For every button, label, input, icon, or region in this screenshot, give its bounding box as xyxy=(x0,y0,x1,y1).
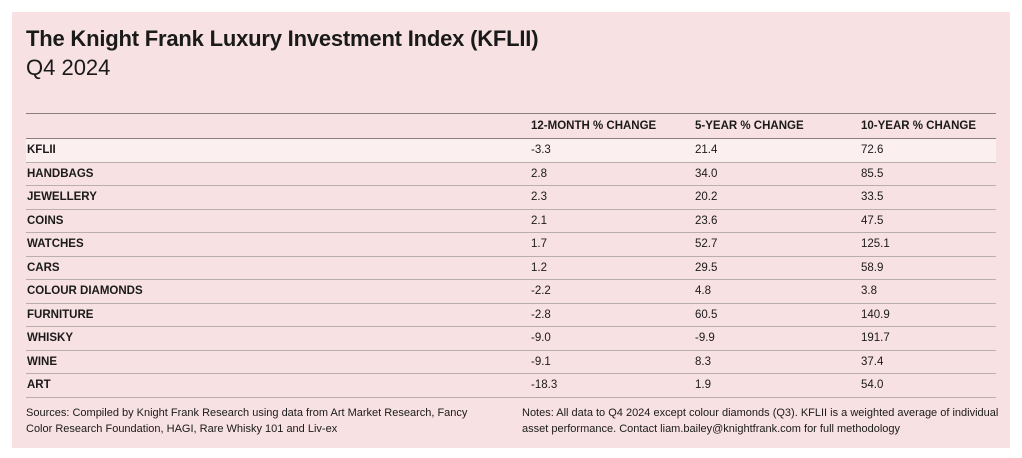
methodology-note: Notes: All data to Q4 2024 except colour… xyxy=(522,407,999,435)
5-year-change-cell: 8.3 xyxy=(695,350,861,374)
table-row: COLOUR DIAMONDS -2.2 4.8 3.8 xyxy=(26,279,996,304)
asset-name-cell: COINS xyxy=(26,209,531,233)
12-month-change-cell: -2.2 xyxy=(531,279,695,304)
5-year-change-cell: 52.7 xyxy=(695,232,861,257)
asset-name-cell: JEWELLERY xyxy=(26,185,531,210)
table-row: CARS 1.2 29.5 58.9 xyxy=(26,256,996,280)
table-header: 12-MONTH % CHANGE 5-YEAR % CHANGE 10-YEAR … xyxy=(26,113,996,139)
sources-note: Sources: Compiled by Knight Frank Resear… xyxy=(26,407,468,435)
header-12-month-change: 12-MONTH % CHANGE xyxy=(531,113,695,139)
index-card: The Knight Frank Luxury Investment Index… xyxy=(12,12,1010,448)
table-body: KFLII -3.3 21.4 72.6 HANDBAGS 2.8 34.0 85.5 JEWE… xyxy=(26,138,996,398)
12-month-change-cell: 2.8 xyxy=(531,162,695,186)
10-year-change-cell: 33.5 xyxy=(861,185,996,210)
12-month-change-cell: 1.2 xyxy=(531,256,695,280)
header-asset xyxy=(26,113,531,139)
12-month-change-cell: -9.1 xyxy=(531,350,695,374)
10-year-change-cell: 3.8 xyxy=(861,279,996,304)
header-5-year-change: 5-YEAR % CHANGE xyxy=(695,113,861,139)
5-year-change-cell: 29.5 xyxy=(695,256,861,280)
10-year-change-cell: 191.7 xyxy=(861,326,996,351)
5-year-change-cell: 34.0 xyxy=(695,162,861,186)
chart-subtitle: Q4 2024 xyxy=(26,55,111,80)
asset-name-cell: COLOUR DIAMONDS xyxy=(26,279,531,304)
12-month-change-cell: 2.3 xyxy=(531,185,695,210)
table-row: COINS 2.1 23.6 47.5 xyxy=(26,209,996,233)
12-month-change-cell: -9.0 xyxy=(531,326,695,351)
asset-name-cell: KFLII xyxy=(26,138,531,163)
table-row: WHISKY -9.0 -9.9 191.7 xyxy=(26,326,996,351)
asset-name-cell: HANDBAGS xyxy=(26,162,531,186)
5-year-change-cell: 23.6 xyxy=(695,209,861,233)
asset-name-cell: WINE xyxy=(26,350,531,374)
chart-title: The Knight Frank Luxury Investment Index… xyxy=(26,26,539,51)
asset-name-cell: ART xyxy=(26,373,531,398)
table-row: FURNITURE -2.8 60.5 140.9 xyxy=(26,303,996,327)
header-10-year-change: 10-YEAR % CHANGE xyxy=(861,113,996,139)
table-row: KFLII -3.3 21.4 72.6 xyxy=(26,138,996,163)
12-month-change-cell: 2.1 xyxy=(531,209,695,233)
table-row: JEWELLERY 2.3 20.2 33.5 xyxy=(26,185,996,210)
12-month-change-cell: -3.3 xyxy=(531,138,695,163)
5-year-change-cell: 60.5 xyxy=(695,303,861,327)
10-year-change-cell: 37.4 xyxy=(861,350,996,374)
10-year-change-cell: 125.1 xyxy=(861,232,996,257)
asset-name-cell: WATCHES xyxy=(26,232,531,257)
table-row: ART -18.3 1.9 54.0 xyxy=(26,373,996,398)
10-year-change-cell: 140.9 xyxy=(861,303,996,327)
5-year-change-cell: -9.9 xyxy=(695,326,861,351)
5-year-change-cell: 1.9 xyxy=(695,373,861,398)
10-year-change-cell: 47.5 xyxy=(861,209,996,233)
12-month-change-cell: 1.7 xyxy=(531,232,695,257)
index-table: 12-MONTH % CHANGE 5-YEAR % CHANGE 10-YEAR … xyxy=(26,113,996,398)
asset-name-cell: CARS xyxy=(26,256,531,280)
10-year-change-cell: 58.9 xyxy=(861,256,996,280)
table-row: WATCHES 1.7 52.7 125.1 xyxy=(26,232,996,257)
10-year-change-cell: 54.0 xyxy=(861,373,996,398)
10-year-change-cell: 72.6 xyxy=(861,138,996,163)
table-row: HANDBAGS 2.8 34.0 85.5 xyxy=(26,162,996,186)
5-year-change-cell: 4.8 xyxy=(695,279,861,304)
5-year-change-cell: 20.2 xyxy=(695,185,861,210)
12-month-change-cell: -2.8 xyxy=(531,303,695,327)
asset-name-cell: FURNITURE xyxy=(26,303,531,327)
table-row: WINE -9.1 8.3 37.4 xyxy=(26,350,996,374)
10-year-change-cell: 85.5 xyxy=(861,162,996,186)
header-row: 12-MONTH % CHANGE 5-YEAR % CHANGE 10-YEAR … xyxy=(26,113,996,139)
asset-name-cell: WHISKY xyxy=(26,326,531,351)
5-year-change-cell: 21.4 xyxy=(695,138,861,163)
12-month-change-cell: -18.3 xyxy=(531,373,695,398)
